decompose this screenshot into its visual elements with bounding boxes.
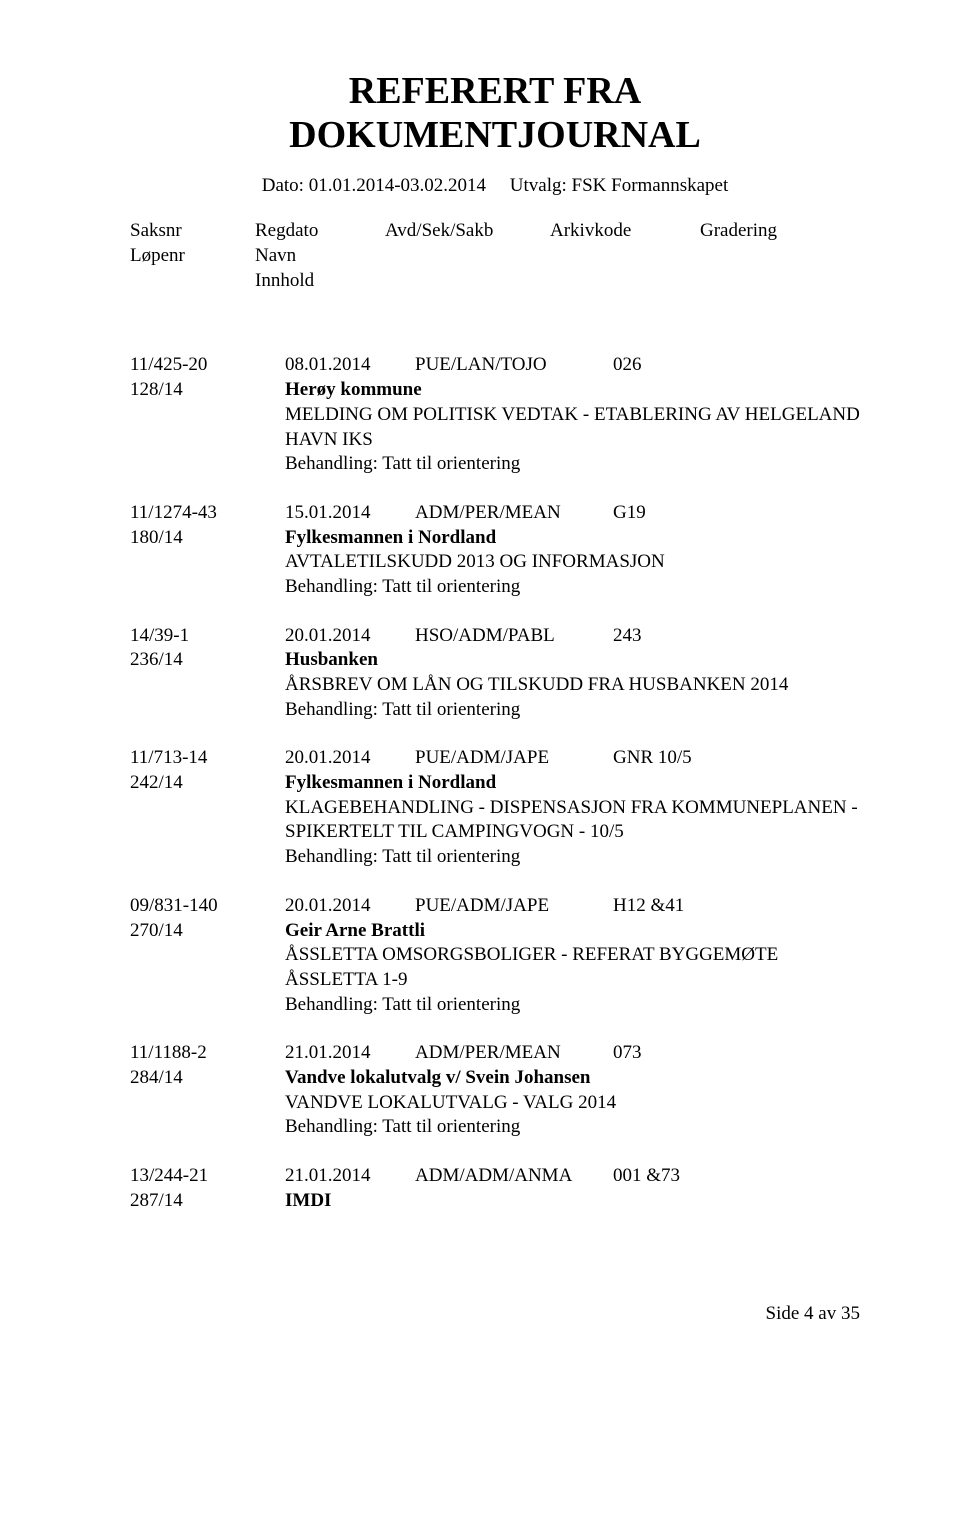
dato-label: Dato: <box>262 175 304 196</box>
entry-regdato: 15.01.2014 <box>285 501 415 526</box>
entry-arch: 026 <box>613 353 642 378</box>
journal-entry: 11/1188-221.01.2014ADM/PER/MEAN073 284/14… <box>130 1041 860 1140</box>
entry-arch: G19 <box>613 501 646 526</box>
entry-regdato: 20.01.2014 <box>285 624 415 649</box>
hdr-regdato: Regdato <box>255 219 385 244</box>
page-footer: Side 4 av 35 <box>130 1303 860 1325</box>
entry-dept: PUE/ADM/JAPE <box>415 894 613 919</box>
utvalg-value: FSK Formannskapet <box>572 175 729 196</box>
entry-behandling: Behandling: Tatt til orientering <box>130 1115 860 1140</box>
entry-desc: ÅRSBREV OM LÅN OG TILSKUDD FRA HUSBANKEN… <box>130 673 860 698</box>
entry-behandling: Behandling: Tatt til orientering <box>130 845 860 870</box>
journal-entry: 11/1274-4315.01.2014ADM/PER/MEANG19 180/1… <box>130 501 860 600</box>
entry-behandling: Behandling: Tatt til orientering <box>130 575 860 600</box>
journal-entry: 11/713-1420.01.2014PUE/ADM/JAPEGNR 10/5 2… <box>130 746 860 869</box>
journal-entry: 14/39-120.01.2014HSO/ADM/PABL243 236/14Hu… <box>130 624 860 723</box>
entry-arch: H12 &41 <box>613 894 684 919</box>
entry-dept: ADM/PER/MEAN <box>415 1041 613 1066</box>
utvalg-label: Utvalg: <box>510 175 567 196</box>
hdr-navn: Navn <box>255 244 385 269</box>
entry-regdato: 21.01.2014 <box>285 1164 415 1189</box>
entry-saksnr: 09/831-140 <box>130 894 285 919</box>
entry-navn: Vandve lokalutvalg v/ Svein Johansen <box>285 1066 860 1091</box>
title-block: REFERERT FRA DOKUMENTJOURNAL <box>130 70 860 157</box>
entry-regdato: 20.01.2014 <box>285 746 415 771</box>
entry-navn: Husbanken <box>285 648 860 673</box>
entry-navn: IMDI <box>285 1189 860 1214</box>
entry-saksnr: 14/39-1 <box>130 624 285 649</box>
entry-lopenr: 128/14 <box>130 378 285 403</box>
entry-arch: 001 &73 <box>613 1164 680 1189</box>
entry-dept: ADM/ADM/ANMA <box>415 1164 613 1189</box>
entry-saksnr: 11/713-14 <box>130 746 285 771</box>
entry-lopenr: 284/14 <box>130 1066 285 1091</box>
entry-lopenr: 287/14 <box>130 1189 285 1214</box>
hdr-saksnr: Saksnr <box>130 219 255 244</box>
entry-saksnr: 11/425-20 <box>130 353 285 378</box>
entry-dept: PUE/LAN/TOJO <box>415 353 613 378</box>
entry-arch: 243 <box>613 624 642 649</box>
entry-dept: ADM/PER/MEAN <box>415 501 613 526</box>
entry-dept: PUE/ADM/JAPE <box>415 746 613 771</box>
entry-regdato: 08.01.2014 <box>285 353 415 378</box>
entry-regdato: 20.01.2014 <box>285 894 415 919</box>
entry-desc: AVTALETILSKUDD 2013 OG INFORMASJON <box>130 550 860 575</box>
hdr-arkivkode: Arkivkode <box>550 219 700 244</box>
entry-lopenr: 242/14 <box>130 771 285 796</box>
page-title-line1: REFERERT FRA <box>130 70 860 114</box>
entry-lopenr: 180/14 <box>130 526 285 551</box>
entry-desc: KLAGEBEHANDLING - DISPENSASJON FRA KOMMU… <box>130 796 860 845</box>
journal-entry: 13/244-2121.01.2014ADM/ADM/ANMA001 &73 28… <box>130 1164 860 1213</box>
entry-navn: Fylkesmannen i Nordland <box>285 771 860 796</box>
entry-lopenr: 270/14 <box>130 919 285 944</box>
hdr-gradering: Gradering <box>700 219 777 244</box>
entry-navn: Geir Arne Brattli <box>285 919 860 944</box>
entry-navn: Herøy kommune <box>285 378 860 403</box>
entry-regdato: 21.01.2014 <box>285 1041 415 1066</box>
entry-arch: GNR 10/5 <box>613 746 692 771</box>
entry-saksnr: 11/1274-43 <box>130 501 285 526</box>
hdr-lopenr: Løpenr <box>130 244 255 269</box>
entry-navn: Fylkesmannen i Nordland <box>285 526 860 551</box>
entry-desc: ÅSSLETTA OMSORGSBOLIGER - REFERAT BYGGEM… <box>130 943 860 992</box>
entry-behandling: Behandling: Tatt til orientering <box>130 452 860 477</box>
entry-dept: HSO/ADM/PABL <box>415 624 613 649</box>
entry-desc: MELDING OM POLITISK VEDTAK - ETABLERING … <box>130 403 860 452</box>
entry-saksnr: 11/1188-2 <box>130 1041 285 1066</box>
entry-desc: VANDVE LOKALUTVALG - VALG 2014 <box>130 1091 860 1116</box>
column-headers: Saksnr Regdato Avd/Sek/Sakb Arkivkode Gr… <box>130 219 860 293</box>
meta-line: Dato: 01.01.2014-03.02.2014 Utvalg: FSK … <box>130 175 860 197</box>
entry-behandling: Behandling: Tatt til orientering <box>130 993 860 1018</box>
hdr-innhold: Innhold <box>255 269 385 294</box>
entry-arch: 073 <box>613 1041 642 1066</box>
page-title-line2: DOKUMENTJOURNAL <box>130 114 860 158</box>
journal-entry: 11/425-2008.01.2014PUE/LAN/TOJO026 128/14… <box>130 353 860 476</box>
journal-entry: 09/831-14020.01.2014PUE/ADM/JAPEH12 &41 2… <box>130 894 860 1017</box>
entry-behandling: Behandling: Tatt til orientering <box>130 698 860 723</box>
dato-value: 01.01.2014-03.02.2014 <box>309 175 486 196</box>
entry-lopenr: 236/14 <box>130 648 285 673</box>
hdr-avdseksakb: Avd/Sek/Sakb <box>385 219 550 244</box>
entry-saksnr: 13/244-21 <box>130 1164 285 1189</box>
